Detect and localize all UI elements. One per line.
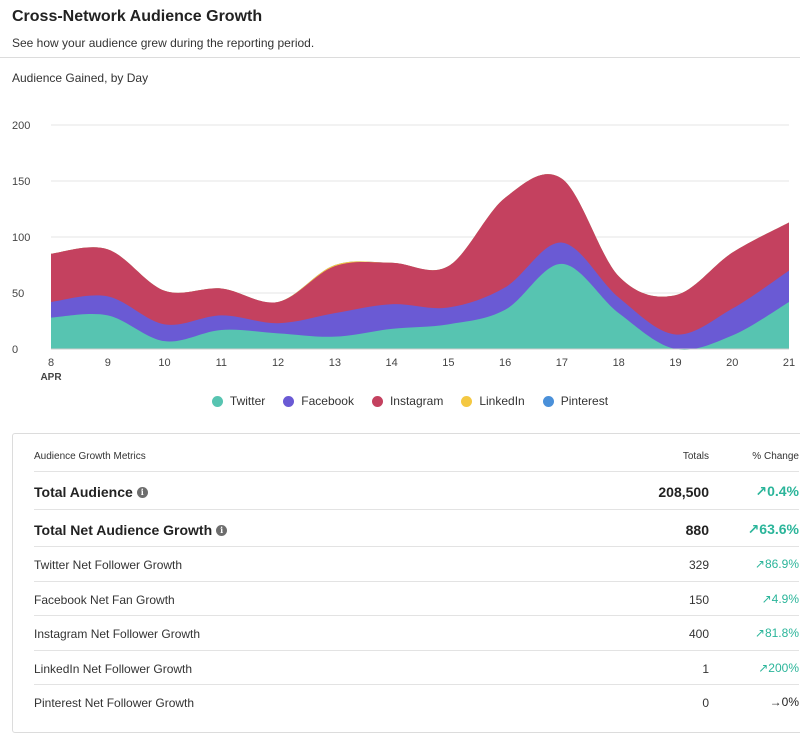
y-tick-label: 200 <box>12 120 30 132</box>
x-tick-label: 19 <box>669 357 681 369</box>
y-tick-label: 150 <box>12 176 30 188</box>
metric-change: ↗81.8% <box>754 626 799 640</box>
legend-swatch <box>371 395 383 407</box>
legend-item-pinterest[interactable]: Pinterest <box>542 394 609 408</box>
legend-item-twitter[interactable]: Twitter <box>211 394 266 408</box>
info-icon[interactable]: i <box>136 486 148 498</box>
x-tick-label: 17 <box>556 357 568 369</box>
metric-total: 329 <box>688 558 709 572</box>
metric-label: Total Audience <box>34 484 133 500</box>
change-header: % Change <box>752 451 799 462</box>
y-tick-label: 100 <box>12 232 30 244</box>
metric-change: ↗0.4% <box>755 483 799 499</box>
legend-label: Instagram <box>389 394 444 408</box>
report-header: Cross-Network Audience Growth See how yo… <box>12 6 314 50</box>
metric-change: ↗200% <box>758 661 799 675</box>
totals-header: Totals <box>682 451 709 462</box>
x-tick-label: 18 <box>613 357 625 369</box>
page-title: Cross-Network Audience Growth <box>12 8 263 25</box>
metric-total: 150 <box>688 593 709 607</box>
metrics-panel: Audience Growth Metrics Totals % Change … <box>12 433 800 733</box>
table-row: Total Net Audience Growth i 880 ↗63.6% <box>34 510 799 547</box>
info-icon[interactable]: i <box>216 524 228 536</box>
x-tick-label: 20 <box>726 357 738 369</box>
x-tick-label: 16 <box>499 357 511 369</box>
metric-change: ↗86.9% <box>754 557 799 571</box>
metric-label: Pinterest Net Follower Growth <box>34 696 195 710</box>
chart-title: Audience Gained, by Day <box>12 71 149 85</box>
x-tick-label: 11 <box>216 357 227 369</box>
legend-swatch <box>211 395 223 407</box>
metric-label: Instagram Net Follower Growth <box>34 627 201 641</box>
metric-change: ↗63.6% <box>747 521 799 537</box>
legend-item-facebook[interactable]: Facebook <box>283 394 354 408</box>
x-tick-label: 10 <box>158 357 170 369</box>
metric-change: ↗4.9% <box>761 592 799 606</box>
x-tick-label: 13 <box>329 357 341 369</box>
area-twitter <box>51 263 789 350</box>
table-row: Instagram Net Follower Growth 400 ↗81.8% <box>34 616 799 651</box>
legend-label: LinkedIn <box>479 394 525 408</box>
metric-total: 880 <box>685 522 709 538</box>
metric-label: Twitter Net Follower Growth <box>34 558 183 572</box>
x-tick-label: 15 <box>442 357 454 369</box>
table-row: Total Audience i 208,500 ↗0.4% <box>34 472 799 510</box>
metric-total: 0 <box>702 696 709 710</box>
header-divider <box>0 57 800 58</box>
legend-swatch <box>542 395 554 407</box>
metric-label: LinkedIn Net Follower Growth <box>34 662 193 676</box>
legend-label: Facebook <box>301 394 354 408</box>
metric-label: Facebook Net Fan Growth <box>34 593 175 607</box>
x-tick-label: 21 <box>783 357 795 369</box>
table-row: Twitter Net Follower Growth 329 ↗86.9% <box>34 547 799 582</box>
y-tick-label: 50 <box>12 288 24 300</box>
x-tick-label: 12 <box>272 357 284 369</box>
page-subtitle: See how your audience grew during the re… <box>12 36 315 50</box>
legend-item-linkedin[interactable]: LinkedIn <box>461 394 525 408</box>
y-tick-label: 0 <box>12 344 18 356</box>
metric-change: →0% <box>769 695 799 709</box>
chart-legend: Twitter Facebook Instagram LinkedIn Pint… <box>0 394 800 408</box>
legend-swatch <box>283 395 295 407</box>
table-row: Pinterest Net Follower Growth 0 →0% <box>34 685 799 719</box>
area-chart: 0 50 100 150 200 8 9 10 11 12 13 14 15 16 17 18 19 20 21 AP… <box>12 120 795 380</box>
x-month-label: APR <box>40 372 62 380</box>
legend-swatch <box>461 395 473 407</box>
metric-total: 208,500 <box>658 484 709 500</box>
metric-label: Total Net Audience Growth <box>34 522 213 538</box>
metric-total: 1 <box>702 662 709 676</box>
legend-item-instagram[interactable]: Instagram <box>371 394 444 408</box>
x-tick-label: 9 <box>105 357 111 369</box>
x-tick-label: 8 <box>48 357 54 369</box>
metrics-header-row: Audience Growth Metrics Totals % Change <box>34 434 799 472</box>
legend-label: Twitter <box>229 394 266 408</box>
table-row: Facebook Net Fan Growth 150 ↗4.9% <box>34 582 799 616</box>
metrics-header-label: Audience Growth Metrics <box>34 451 146 462</box>
legend-label: Pinterest <box>560 394 609 408</box>
table-row: LinkedIn Net Follower Growth 1 ↗200% <box>34 651 799 685</box>
x-tick-label: 14 <box>385 357 397 369</box>
metric-total: 400 <box>688 627 709 641</box>
